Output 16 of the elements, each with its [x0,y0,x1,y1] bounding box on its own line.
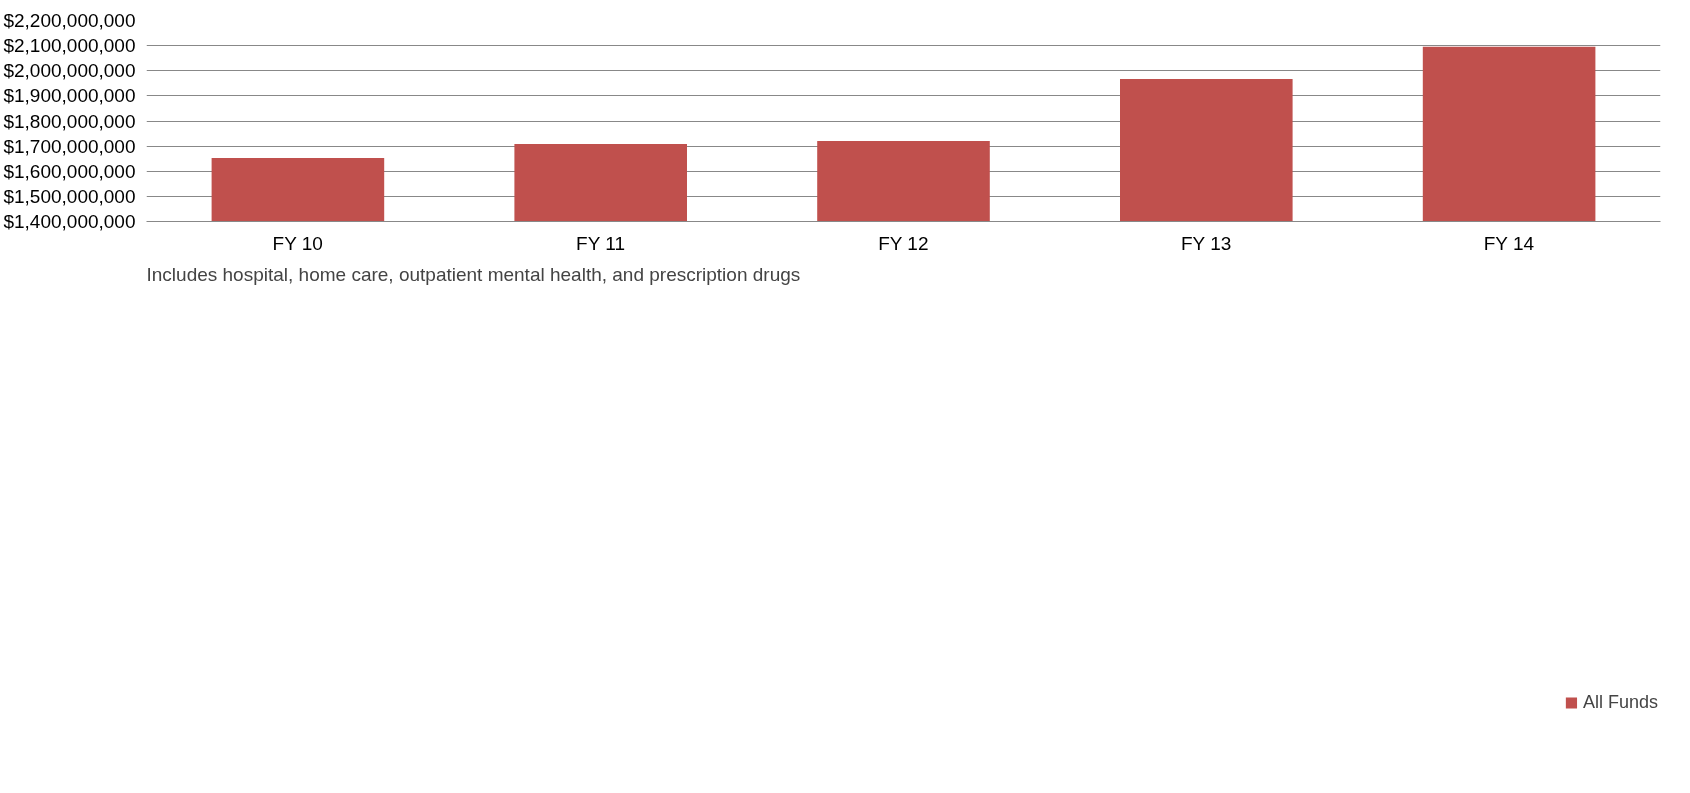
y-tick-label: $2,000,000,000 [3,60,136,82]
y-tick-label: $1,400,000,000 [3,211,136,232]
y-tick-label: $1,600,000,000 [3,160,136,182]
y-tick-label: $2,100,000,000 [3,35,136,57]
text: Includes hospital, home care, outpatient mental health, and prescription drugs [146,263,801,285]
y-tick-label: $1,500,000,000 [3,185,136,207]
legend-label: All Funds [1582,691,1658,713]
x-tick-label: FY 14 [1483,232,1535,254]
x-tick-label: FY 12 [878,232,929,254]
y-tick-label: $1,900,000,000 [3,85,136,107]
y-tick-label: $1,700,000,000 [3,135,136,157]
y-tick-label: $1,800,000,000 [3,110,136,132]
x-tick-label: FY 13 [1180,232,1232,254]
x-tick-label: FY 11 [576,232,626,254]
x-tick-label: FY 10 [272,232,323,254]
y-tick-label: $2,200,000,000 [3,10,136,31]
